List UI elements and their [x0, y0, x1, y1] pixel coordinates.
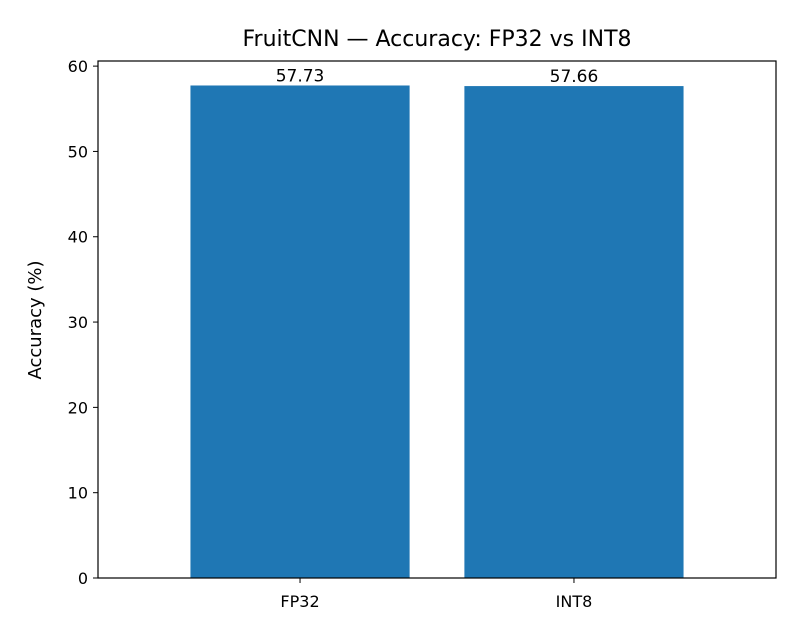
- y-tick-label-60: 60: [68, 57, 88, 76]
- y-tick-label-10: 10: [68, 484, 88, 503]
- plot-area-frame: [97, 60, 777, 579]
- x-ticks-group: FP32 INT8: [280, 578, 592, 611]
- data-label-fp32: 57.73: [276, 66, 325, 86]
- y-tick-label-50: 50: [68, 142, 88, 161]
- y-tick-label-40: 40: [68, 228, 88, 247]
- chart-title: FruitCNN — Accuracy: FP32 vs INT8: [242, 27, 631, 52]
- y-tick-label-30: 30: [68, 313, 88, 332]
- bar-fp32: [190, 85, 410, 578]
- y-axis-label: Accuracy (%): [25, 260, 46, 379]
- y-tick-label-20: 20: [68, 398, 88, 417]
- x-tick-label-int8: INT8: [556, 592, 593, 611]
- x-tick-label-fp32: FP32: [280, 592, 319, 611]
- bars-group: 57.73 57.66: [190, 66, 684, 578]
- bar-int8: [464, 86, 684, 578]
- y-ticks-group: 0 10 20 30 40 50 60: [68, 57, 98, 588]
- data-label-int8: 57.66: [550, 67, 599, 87]
- y-tick-label-0: 0: [78, 569, 88, 588]
